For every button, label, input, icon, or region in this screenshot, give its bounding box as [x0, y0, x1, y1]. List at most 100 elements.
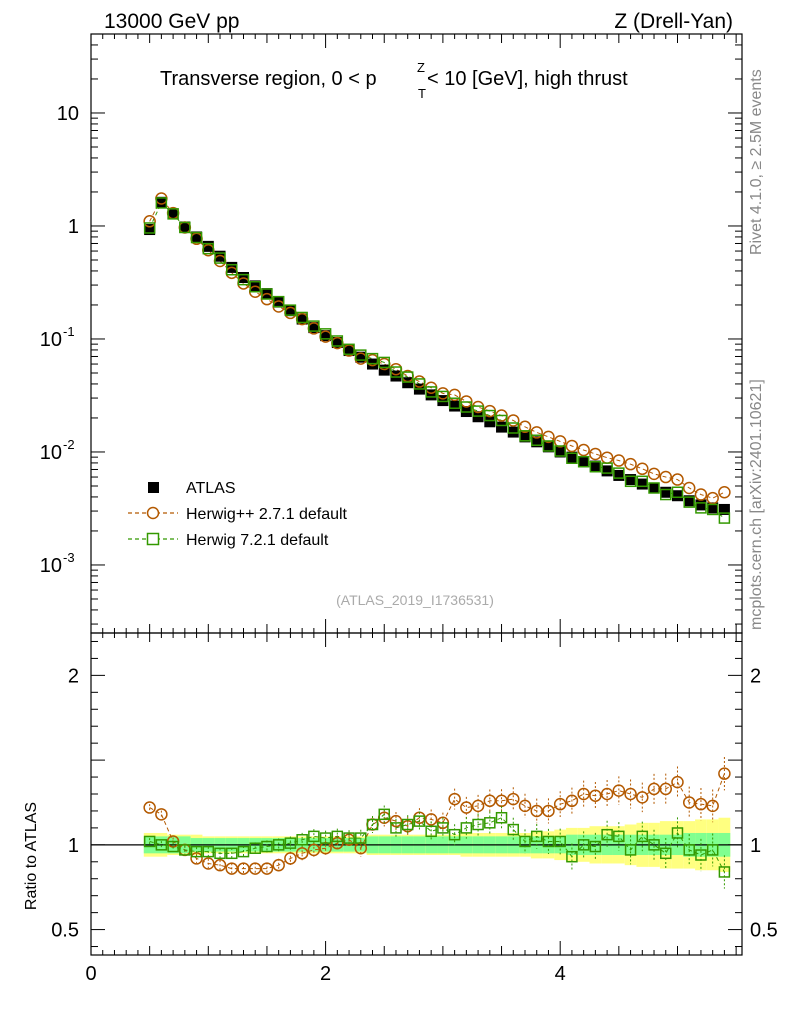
herwig7-point [589, 460, 602, 473]
herwigpp-ratio-point [307, 843, 321, 857]
herwig7-ratio-point [683, 844, 695, 856]
herwig7-ratio-point [401, 818, 414, 831]
x-tick-label: 0 [85, 963, 96, 985]
herwigpp-point [671, 473, 684, 486]
herwig7-ratio-point [226, 847, 238, 860]
atlas-point [648, 482, 660, 494]
legend: ATLAS Herwig++ 2.7.1 default Herwig 7.2.… [128, 480, 348, 549]
herwig7-ratio-point [155, 839, 168, 851]
herwig7-ratio-point [530, 830, 543, 843]
herwig7-ratio-point [343, 832, 355, 844]
herwig7-point [683, 496, 695, 508]
atlas-point [484, 416, 496, 428]
herwigpp-ratio-point [671, 775, 684, 789]
herwig7-point [577, 455, 590, 468]
herwigpp-ratio-point [542, 804, 555, 818]
atlas-point [660, 486, 672, 498]
herwig7-point [718, 512, 731, 524]
herwig7-point [249, 280, 261, 293]
herwigpp-ratio-point [284, 852, 297, 865]
herwig7-ratio-point [390, 822, 402, 834]
header-left-label: 13000 GeV pp [104, 10, 239, 33]
herwig7-point [319, 328, 332, 340]
herwig7-ratio-point [249, 842, 261, 854]
herwig7-point [519, 430, 531, 442]
herwig7-point [660, 488, 672, 501]
herwig7-ratio-point [296, 834, 308, 846]
herwig7-point [648, 482, 660, 494]
atlas-point [296, 313, 308, 325]
atlas-point [578, 456, 590, 468]
herwig7-point [413, 378, 426, 390]
herwig7-point [566, 452, 578, 464]
atlas-point [144, 224, 156, 236]
herwig7-point [167, 208, 179, 220]
herwigpp-ratio-point [600, 787, 614, 801]
herwig7-ratio-point [554, 835, 566, 848]
x-tick-label: 4 [555, 963, 566, 985]
herwig7-point [613, 467, 625, 479]
herwigpp-ratio-point [389, 814, 403, 828]
herwigpp-ratio-point [682, 796, 696, 809]
herwig7-ratio-point [272, 839, 285, 851]
herwig7-ratio-point [695, 849, 707, 861]
atlas-point [554, 446, 566, 458]
main-y-tick-label: 10 [40, 329, 62, 351]
herwigpp-ratio-point [260, 862, 274, 875]
main-y-tick-exponent: -2 [63, 437, 75, 452]
main-y-tick-exponent: -1 [63, 324, 75, 339]
herwigpp-ratio-point [577, 787, 590, 801]
atlas-point [331, 337, 343, 349]
herwig7-point [237, 273, 250, 286]
herwig7-ratio-point [308, 830, 320, 843]
herwig7-ratio-point [648, 839, 660, 851]
herwig7-ratio-point [261, 840, 273, 853]
herwig7-point [437, 390, 449, 403]
ratio-y-tick-label: 0.5 [51, 920, 79, 942]
herwigpp-ratio-point [706, 799, 719, 813]
herwigpp-ratio-point [612, 784, 626, 797]
herwig7-ratio-point [460, 822, 473, 834]
herwigpp-point [612, 454, 626, 467]
herwig7-ratio-point [495, 811, 508, 824]
herwigpp-point [636, 462, 649, 476]
chart-title-post: < 10 [GeV], high thrust [427, 68, 628, 90]
herwig7-point [378, 356, 390, 369]
legend-marker-herwigpp [146, 506, 160, 520]
herwigpp-point [471, 400, 485, 414]
atlas-point [437, 395, 449, 407]
herwig7-ratio-point [636, 830, 649, 843]
herwig7-point [460, 401, 473, 413]
herwigpp-ratio-point [565, 794, 579, 808]
atlas-point [320, 330, 332, 342]
herwigpp-ratio-point [636, 791, 649, 804]
x-tick-label: 2 [320, 963, 331, 985]
herwig7-ratio-point [718, 866, 731, 878]
herwig7-ratio-point [624, 844, 637, 856]
ratio-y-tick-label-right: 2 [750, 665, 761, 687]
herwigpp-ratio-point [460, 801, 473, 814]
ratio-y-tick-label: 1 [68, 835, 79, 857]
atlas-point [449, 400, 461, 412]
legend-item-herwigpp: Herwig++ 2.7.1 default [128, 506, 348, 523]
herwigpp-ratio-point [272, 858, 285, 872]
herwig7-ratio-point [355, 832, 367, 844]
herwig7-point [542, 440, 555, 452]
herwigpp-point [659, 470, 673, 484]
herwig7-point [472, 405, 484, 417]
atlas-point [531, 436, 543, 448]
herwigpp-point [507, 414, 520, 427]
herwigpp-ratio-point [694, 797, 708, 811]
main-y-tick-label: 10 [40, 555, 62, 577]
herwigpp-point [718, 486, 731, 499]
herwigpp-point [448, 388, 461, 402]
atlas-point [308, 322, 320, 334]
atlas-point [343, 345, 355, 357]
herwigpp-ratio-point [202, 857, 215, 870]
herwig7-point [554, 445, 566, 457]
atlas-point [601, 465, 613, 477]
herwig7-ratio-point [378, 808, 390, 821]
chart-title-sup: Z [417, 60, 425, 75]
ratio-panel-marks [143, 756, 731, 889]
herwigpp-ratio-point [553, 797, 567, 811]
